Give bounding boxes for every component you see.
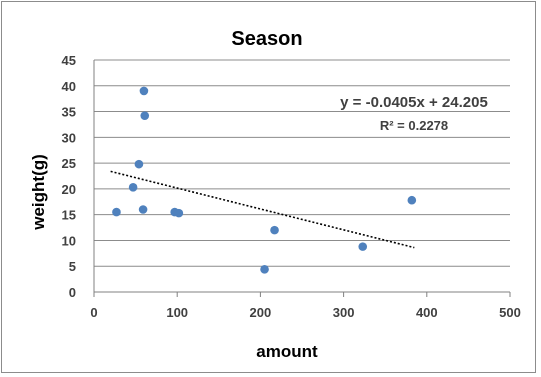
y-tick-label: 5 <box>69 259 76 274</box>
data-point <box>128 183 138 192</box>
x-axis-label: amount <box>256 342 318 361</box>
y-tick-label: 15 <box>62 208 76 223</box>
x-tick-label: 0 <box>90 305 97 320</box>
data-point <box>358 242 368 251</box>
x-tick-label: 500 <box>499 305 521 320</box>
data-points <box>112 86 417 274</box>
y-tick-label: 35 <box>62 105 76 120</box>
data-point <box>139 86 149 96</box>
data-point <box>174 208 184 218</box>
chart-frame: Season 0 5 10 15 20 25 30 35 40 45 0 100 200 300 400 5… <box>1 1 536 373</box>
y-tick-label: 25 <box>62 156 76 171</box>
x-tick-labels: 0 100 200 300 400 500 <box>90 292 521 320</box>
trendline-r-squared: R² = 0.2278 <box>380 118 448 133</box>
data-point <box>112 207 121 217</box>
gridlines <box>93 59 510 293</box>
y-tick-label: 45 <box>62 53 76 68</box>
data-point <box>138 205 148 214</box>
trendline <box>110 170 415 249</box>
data-point <box>407 195 417 205</box>
y-tick-label: 30 <box>62 130 76 145</box>
x-tick-label: 200 <box>250 305 272 320</box>
y-tick-labels: 0 5 10 15 20 25 30 35 40 45 <box>62 53 76 300</box>
x-tick-label: 100 <box>166 305 188 320</box>
y-axis-label: weight(g) <box>29 154 48 231</box>
x-tick-label: 300 <box>333 305 355 320</box>
y-tick-label: 40 <box>62 79 76 94</box>
x-tick-label: 400 <box>416 305 438 320</box>
trendline-equation: y = -0.0405x + 24.205 <box>340 94 488 111</box>
data-point <box>134 159 144 169</box>
y-tick-label: 0 <box>69 285 76 300</box>
y-tick-label: 20 <box>62 182 76 197</box>
chart-title: Season <box>231 28 302 50</box>
scatter-chart: Season 0 5 10 15 20 25 30 35 40 45 0 100 200 300 400 5… <box>29 28 521 361</box>
data-point <box>260 265 269 274</box>
data-point <box>140 111 150 120</box>
data-point <box>270 225 279 235</box>
trendline-path <box>110 170 415 249</box>
y-tick-label: 10 <box>62 233 76 248</box>
